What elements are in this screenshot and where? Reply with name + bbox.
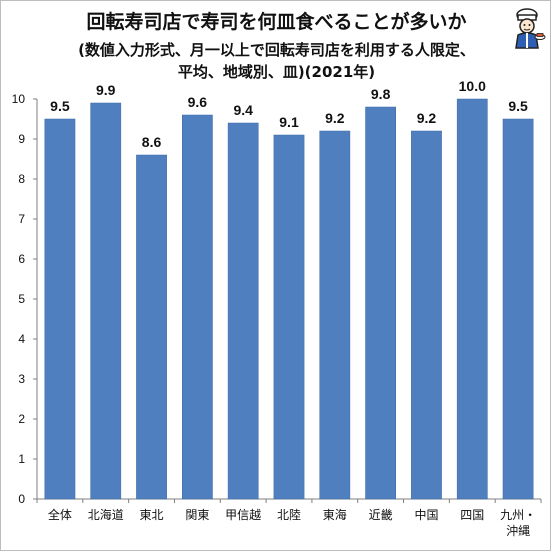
value-labels: 9.5 9.9 8.6 9.6 9.4 9.1 9.2 9.8 9.2 10.0 9.5 bbox=[50, 78, 528, 150]
category-label: 北海道 bbox=[88, 507, 124, 522]
y-tick-label: 10 bbox=[12, 92, 26, 106]
bar bbox=[90, 102, 122, 500]
y-tick-label: 9 bbox=[18, 132, 25, 146]
value-label: 9.9 bbox=[96, 82, 116, 98]
y-tick-label: 6 bbox=[18, 252, 25, 266]
y-tick-label: 4 bbox=[18, 332, 25, 346]
bar bbox=[502, 118, 534, 500]
value-label: 9.6 bbox=[188, 94, 208, 110]
category-label: 東海 bbox=[323, 507, 347, 522]
bar bbox=[319, 130, 351, 500]
category-label: 北陸 bbox=[277, 508, 301, 522]
bar bbox=[365, 106, 397, 500]
value-label: 9.4 bbox=[233, 102, 253, 118]
category-label: 近畿 bbox=[369, 508, 393, 522]
category-label: 中国 bbox=[414, 507, 438, 522]
x-axis bbox=[36, 498, 542, 503]
y-tick-label: 5 bbox=[18, 292, 25, 306]
bar-series bbox=[44, 98, 534, 500]
bar bbox=[411, 130, 442, 500]
value-label: 9.2 bbox=[325, 110, 345, 126]
value-label: 9.1 bbox=[279, 114, 299, 130]
chart-title: 回転寿司店で寿司を何皿食べることが多いか bbox=[86, 11, 467, 33]
y-tick-label: 8 bbox=[18, 172, 25, 186]
value-label: 9.5 bbox=[50, 98, 70, 114]
category-label: 関東 bbox=[185, 508, 209, 522]
category-label: 全体 bbox=[48, 507, 72, 522]
value-label: 9.8 bbox=[371, 86, 391, 102]
bar bbox=[136, 154, 167, 500]
bar bbox=[181, 114, 213, 500]
bar bbox=[44, 118, 76, 500]
y-tick-label: 7 bbox=[18, 212, 25, 226]
sushi-chef-icon bbox=[515, 8, 546, 49]
category-label: 四国 bbox=[460, 508, 484, 522]
chart-subtitle-line2: 平均、地域別、皿)(2021年) bbox=[177, 63, 376, 81]
y-tick-label: 0 bbox=[18, 492, 25, 506]
category-label: 甲信越 bbox=[225, 508, 261, 522]
y-tick-label: 3 bbox=[18, 372, 25, 386]
category-label: 東北 bbox=[140, 508, 164, 522]
y-axis: 0 1 2 3 4 5 6 7 8 9 10 bbox=[12, 92, 38, 506]
bar bbox=[456, 98, 488, 500]
category-labels: 全体 北海道 東北 関東 甲信越 北陸 東海 近畿 中国 四国 九州・沖縄 bbox=[48, 507, 536, 538]
value-label: 8.6 bbox=[142, 134, 162, 150]
category-label: 九州・沖縄 bbox=[500, 508, 536, 538]
value-label: 10.0 bbox=[459, 78, 486, 94]
bar bbox=[273, 134, 305, 500]
bar bbox=[227, 122, 259, 500]
value-label: 9.5 bbox=[508, 98, 528, 114]
value-label: 9.2 bbox=[417, 110, 437, 126]
y-tick-label: 1 bbox=[18, 452, 25, 466]
chart-subtitle-line1: (数値入力形式、月一以上で回転寿司店を利用する人限定、 bbox=[78, 41, 475, 59]
y-tick-label: 2 bbox=[18, 412, 25, 426]
